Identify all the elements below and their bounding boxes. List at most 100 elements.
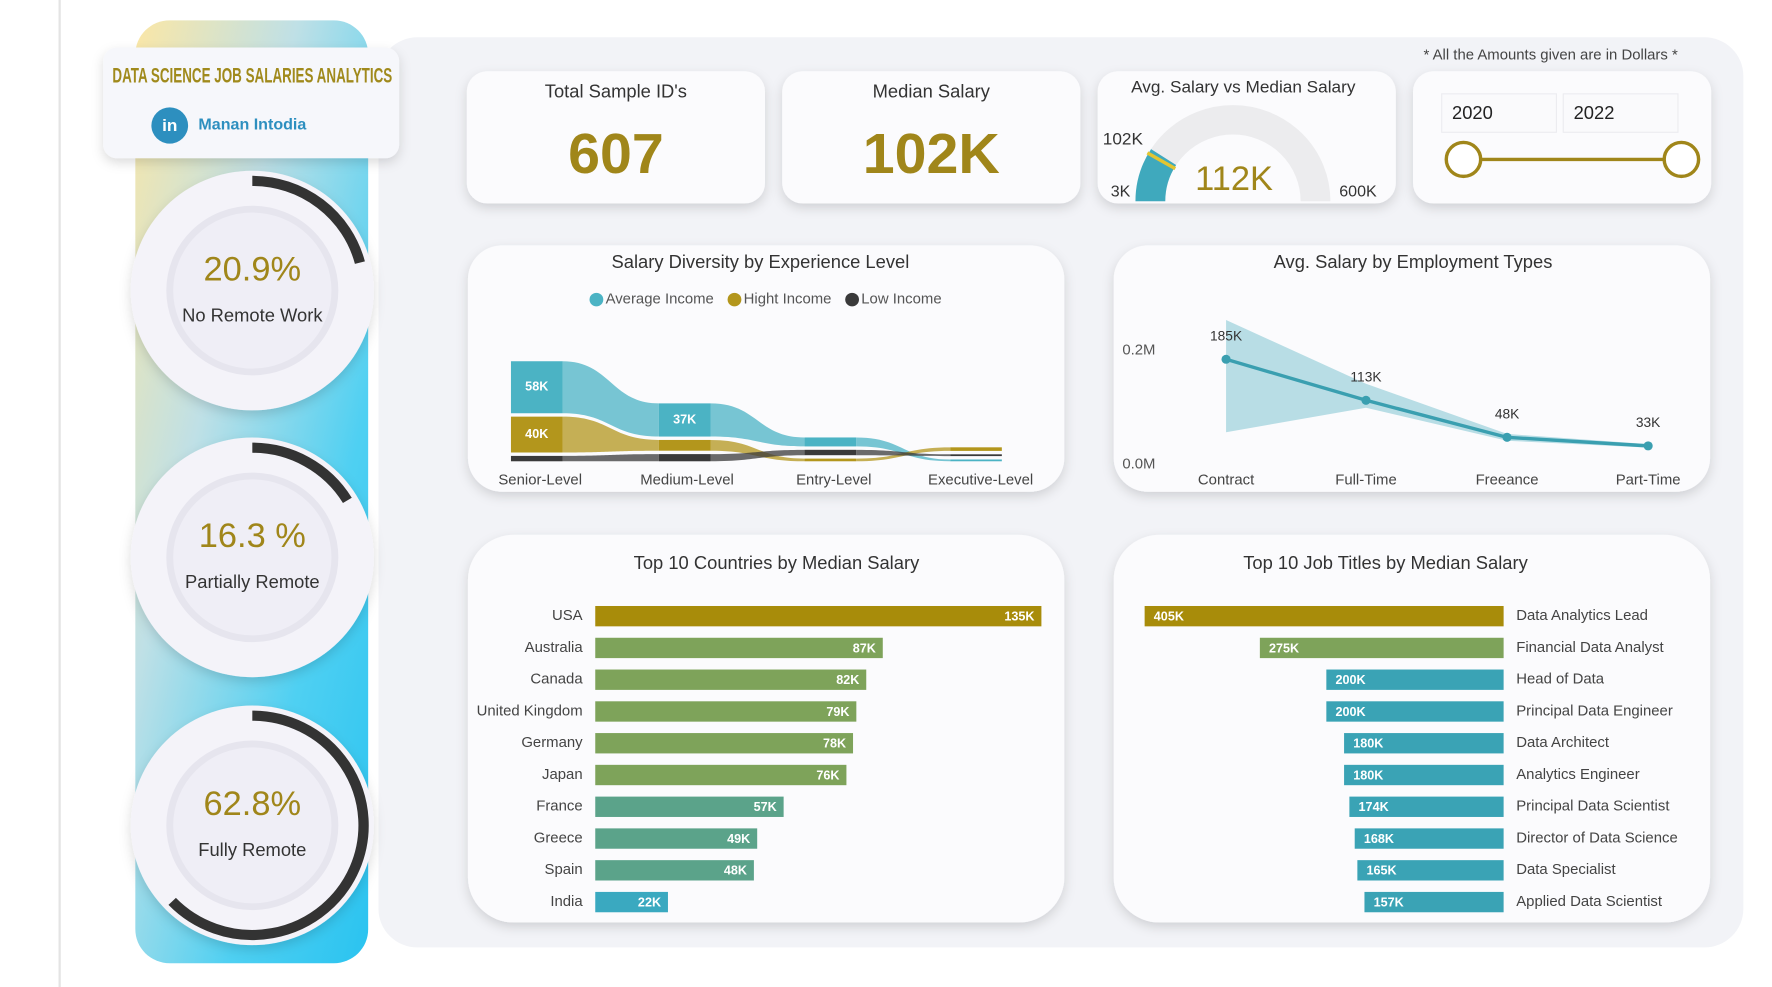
bar <box>595 669 867 690</box>
x-tick-label: Part-Time <box>1616 472 1681 488</box>
ribbon <box>856 449 951 457</box>
ribbon-block <box>804 449 857 456</box>
legend-swatch <box>727 292 742 307</box>
ribbon-block <box>658 454 711 462</box>
y-tick-label: Director of Data Science <box>1516 831 1678 847</box>
data-label: 57K <box>754 800 777 814</box>
bar <box>1349 796 1504 817</box>
legend-label: Average Income <box>606 292 714 308</box>
bar <box>1259 637 1504 659</box>
y-tick-label: Data Specialist <box>1516 862 1615 878</box>
ribbon-block <box>950 459 1002 462</box>
legend-label: Hight Income <box>744 292 832 308</box>
gauge-value: 112K <box>1195 160 1273 198</box>
y-tick-label: Spain <box>545 862 583 878</box>
bar <box>1144 605 1504 627</box>
linkedin-icon <box>151 107 189 144</box>
data-label: 185K <box>1210 328 1242 343</box>
y-tick-label: Analytics Engineer <box>1516 767 1640 783</box>
bar <box>1326 701 1504 722</box>
chart-panel <box>1113 534 1711 923</box>
data-label: 87K <box>853 641 876 655</box>
y-tick-label: Principal Data Scientist <box>1516 799 1669 815</box>
bar <box>1357 860 1504 881</box>
gauge-target-label: 102K <box>1103 130 1144 149</box>
year-box <box>1441 93 1557 133</box>
slider-handle[interactable] <box>1662 140 1701 179</box>
ribbon-block <box>658 403 711 437</box>
bar <box>1344 764 1504 786</box>
data-label: 174K <box>1359 800 1389 814</box>
slider-handle[interactable] <box>1444 140 1483 179</box>
gauge-max: 600K <box>1339 183 1377 200</box>
currency-note: * All the Amounts given are in Dollars * <box>1423 47 1678 63</box>
bar <box>595 891 668 913</box>
legend-swatch <box>845 292 859 307</box>
point <box>1502 432 1512 442</box>
y-tick-label: France <box>536 799 582 815</box>
data-label: 58K <box>525 380 548 394</box>
data-label: 405K <box>1154 610 1184 624</box>
data-label: 40K <box>525 427 548 441</box>
donut-arc <box>252 175 365 264</box>
x-tick-label: Contract <box>1198 472 1254 488</box>
ribbon-block <box>510 455 563 462</box>
data-label: 200K <box>1336 705 1366 719</box>
kpi-title: Median Salary <box>873 82 991 102</box>
y-tick-label: 0.2M <box>1122 343 1155 359</box>
data-label: 48K <box>724 864 747 878</box>
y-tick-label: Greece <box>534 831 583 847</box>
y-tick-label: 0.0M <box>1122 457 1155 473</box>
bar <box>595 637 883 659</box>
data-label: 113K <box>1350 369 1381 384</box>
y-tick-label: India <box>550 894 583 910</box>
donut-value: 16.3 % <box>199 517 306 555</box>
dashboard-title: DATA SCIENCE JOB SALARIES ANALYTICS <box>112 63 392 88</box>
y-tick-label: Data Architect <box>1516 735 1609 751</box>
bar <box>595 764 847 786</box>
line <box>1225 357 1649 448</box>
data-label: 165K <box>1367 864 1397 878</box>
data-label: 135K <box>1004 610 1034 624</box>
data-label: 78K <box>823 737 846 751</box>
data-label: 48K <box>1495 406 1519 421</box>
chart-panel <box>1113 245 1711 492</box>
data-label: 49K <box>727 832 750 846</box>
ribbon <box>562 454 659 462</box>
ribbon <box>562 361 659 437</box>
data-label: 200K <box>1336 673 1366 687</box>
bar <box>1344 733 1504 754</box>
x-tick-label: Executive-Level <box>928 472 1033 488</box>
ribbon <box>710 449 805 462</box>
donut-value: 62.8% <box>204 785 302 823</box>
legend-swatch <box>589 292 604 307</box>
chart-title: Top 10 Job Titles by Median Salary <box>1243 553 1528 573</box>
chart-title: Avg. Salary by Employment Types <box>1274 252 1553 272</box>
donut-label: No Remote Work <box>182 305 323 325</box>
slider-card <box>1413 71 1712 204</box>
x-tick-label: Medium-Level <box>640 472 734 488</box>
donut-value: 20.9% <box>204 251 302 289</box>
kpi-card <box>782 71 1081 204</box>
donut-inner <box>166 740 339 911</box>
point <box>1361 395 1371 405</box>
y-tick-label: Head of Data <box>1516 672 1605 688</box>
ribbon-block <box>658 439 711 451</box>
gauge-min: 3K <box>1111 183 1131 200</box>
bar <box>1364 891 1504 913</box>
data-label: 76K <box>816 769 839 783</box>
data-label: 37K <box>673 412 696 426</box>
donut-arc <box>168 710 369 941</box>
data-label: 180K <box>1353 737 1383 751</box>
y-tick-label: Germany <box>521 735 583 751</box>
y-tick-label: Principal Data Engineer <box>1516 703 1673 719</box>
donut-label: Partially Remote <box>185 572 320 592</box>
author: Manan Intodia <box>198 117 306 134</box>
x-tick-label: Senior-Level <box>498 472 582 488</box>
y-tick-label: Canada <box>530 672 583 688</box>
x-tick-label: Full-Time <box>1335 472 1397 488</box>
ribbon <box>710 403 805 447</box>
kpi-title: Total Sample ID's <box>545 82 687 102</box>
data-label: 22K <box>638 896 661 910</box>
kpi-value: 102K <box>863 123 1000 187</box>
